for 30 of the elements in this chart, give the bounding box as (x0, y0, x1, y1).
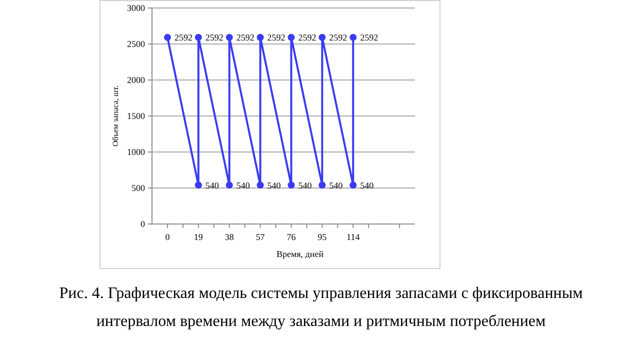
y-tick-label: 500 (132, 183, 146, 194)
x-tick-label: 76 (286, 232, 296, 242)
data-label: 2592 (329, 32, 348, 43)
data-label: 540 (298, 180, 312, 190)
data-label: 2592 (236, 32, 254, 43)
y-tick-label: 2500 (127, 39, 146, 50)
data-label: 540 (236, 180, 250, 190)
y-tick-label: 3000 (127, 3, 146, 14)
x-tick-label: 95 (318, 232, 328, 242)
data-label: 2592 (205, 32, 224, 43)
x-tick-label: 0 (165, 232, 170, 242)
data-label: 540 (205, 180, 220, 190)
x-axis-title: Время, дней (276, 249, 324, 259)
y-tick-label: 1500 (127, 111, 146, 122)
x-tick-label: 38 (224, 232, 234, 242)
data-label: 540 (360, 180, 374, 190)
y-tick-label: 2000 (127, 75, 146, 86)
x-tick-label: 114 (346, 232, 360, 242)
data-label: 2592 (360, 32, 378, 43)
data-label: 540 (329, 180, 344, 190)
y-axis-title: Объем запаса, шт. (111, 85, 120, 147)
data-label: 540 (267, 180, 282, 190)
x-tick-label: 57 (256, 232, 266, 242)
data-label: 2592 (267, 32, 286, 43)
x-tick-label: 19 (194, 232, 204, 242)
data-label: 2592 (298, 32, 316, 43)
text: Рис. 4. Графическая модель системы управления запасами с фиксированным интервалом времени между заказами и ритмичным потреблением (59, 285, 583, 330)
y-tick-label: 1000 (127, 147, 146, 158)
data-label: 2592 (174, 32, 192, 43)
y-tick-label: 0 (140, 219, 146, 230)
